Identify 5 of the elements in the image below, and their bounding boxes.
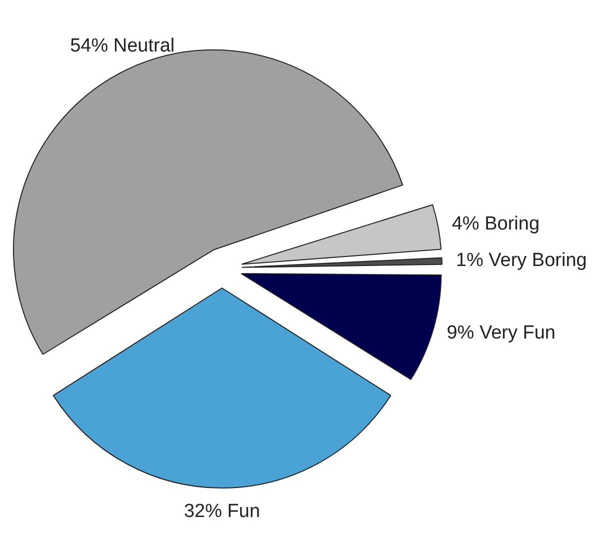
slice-label: 54% Neutral (70, 36, 175, 57)
slice-label: 9% Very Fun (446, 322, 556, 344)
slice-label: 4% Boring (452, 213, 540, 234)
slice-label: 32% Fun (184, 501, 260, 522)
slice-label: 1% Very Boring (456, 250, 587, 271)
